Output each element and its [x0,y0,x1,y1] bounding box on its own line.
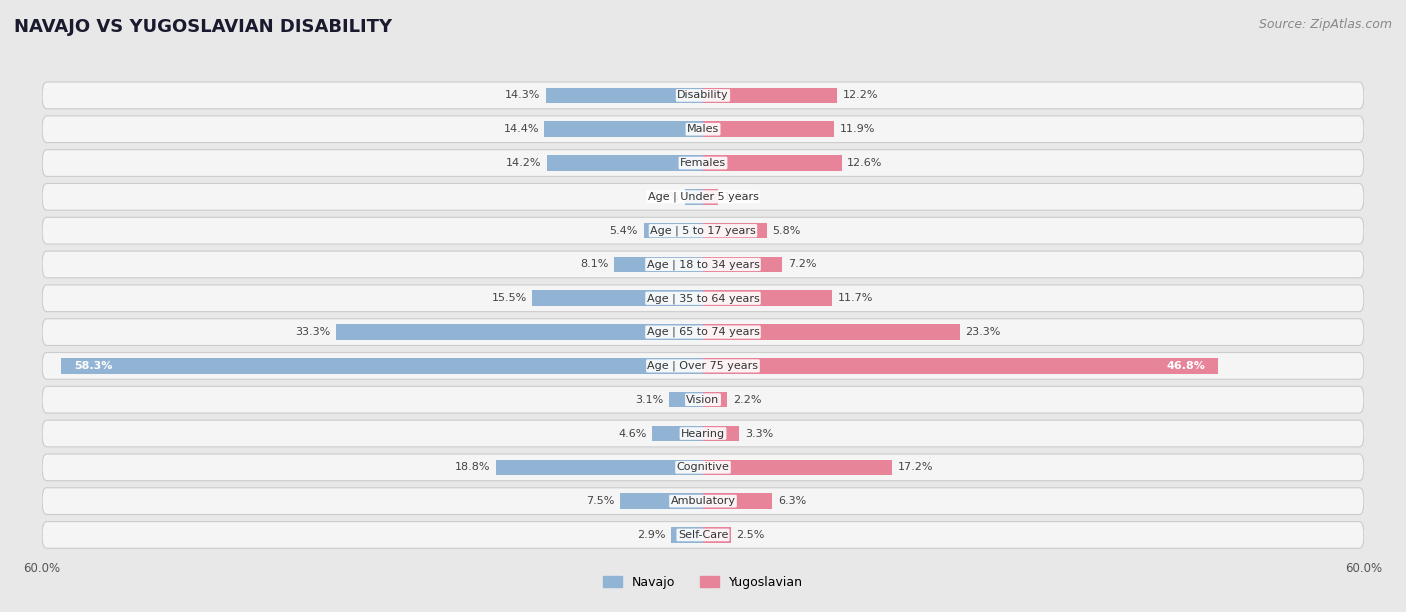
Bar [652,426,703,441]
Text: Source: ZipAtlas.com: Source: ZipAtlas.com [1258,18,1392,31]
Text: Age | 5 to 17 years: Age | 5 to 17 years [650,225,756,236]
FancyBboxPatch shape [42,521,1364,548]
Text: Females: Females [681,158,725,168]
FancyBboxPatch shape [42,420,1364,447]
Text: 11.7%: 11.7% [838,293,873,304]
Text: Age | 65 to 74 years: Age | 65 to 74 years [647,327,759,337]
Text: 46.8%: 46.8% [1167,361,1205,371]
Text: 14.2%: 14.2% [506,158,541,168]
Text: NAVAJO VS YUGOSLAVIAN DISABILITY: NAVAJO VS YUGOSLAVIAN DISABILITY [14,18,392,36]
Text: 12.2%: 12.2% [842,91,879,100]
Text: 8.1%: 8.1% [579,259,609,269]
Text: Age | 18 to 34 years: Age | 18 to 34 years [647,259,759,270]
Bar [703,121,834,137]
Text: 18.8%: 18.8% [456,462,491,472]
Text: 6.3%: 6.3% [778,496,806,506]
Text: 3.3%: 3.3% [745,428,773,439]
FancyBboxPatch shape [42,386,1364,413]
Bar [60,358,703,374]
FancyBboxPatch shape [42,353,1364,379]
Bar [703,527,731,543]
Bar [703,256,782,272]
Bar [496,460,703,475]
Text: Self-Care: Self-Care [678,530,728,540]
Text: Vision: Vision [686,395,720,405]
Text: 17.2%: 17.2% [898,462,934,472]
Bar [685,189,703,204]
FancyBboxPatch shape [42,116,1364,143]
Bar [644,223,703,239]
Bar [703,392,727,408]
Bar [703,324,960,340]
Bar [703,291,832,306]
Text: 2.2%: 2.2% [733,395,761,405]
Text: Males: Males [688,124,718,134]
Text: Cognitive: Cognitive [676,462,730,472]
Text: 7.2%: 7.2% [787,259,817,269]
Text: 2.9%: 2.9% [637,530,665,540]
Text: 14.3%: 14.3% [505,91,540,100]
FancyBboxPatch shape [42,488,1364,515]
Text: 1.6%: 1.6% [651,192,681,202]
Text: Age | Under 5 years: Age | Under 5 years [648,192,758,202]
Bar [620,493,703,509]
Text: 5.4%: 5.4% [610,226,638,236]
Bar [703,493,772,509]
Text: 1.4%: 1.4% [724,192,752,202]
FancyBboxPatch shape [42,319,1364,345]
Bar [336,324,703,340]
Text: 14.4%: 14.4% [503,124,538,134]
Text: Ambulatory: Ambulatory [671,496,735,506]
Bar [703,155,842,171]
Text: 58.3%: 58.3% [75,361,112,371]
Bar [546,88,703,103]
Bar [669,392,703,408]
Text: 2.5%: 2.5% [737,530,765,540]
Legend: Navajo, Yugoslavian: Navajo, Yugoslavian [598,571,808,594]
Bar [671,527,703,543]
Text: 7.5%: 7.5% [586,496,614,506]
Bar [703,460,893,475]
Bar [703,223,766,239]
Text: Age | 35 to 64 years: Age | 35 to 64 years [647,293,759,304]
Text: 33.3%: 33.3% [295,327,330,337]
Bar [614,256,703,272]
FancyBboxPatch shape [42,217,1364,244]
FancyBboxPatch shape [42,251,1364,278]
Text: Hearing: Hearing [681,428,725,439]
Bar [547,155,703,171]
Bar [703,189,718,204]
Bar [703,426,740,441]
Text: 12.6%: 12.6% [848,158,883,168]
Text: 4.6%: 4.6% [619,428,647,439]
FancyBboxPatch shape [42,150,1364,176]
Text: 15.5%: 15.5% [492,293,527,304]
Text: 11.9%: 11.9% [839,124,875,134]
Bar [544,121,703,137]
Text: 5.8%: 5.8% [772,226,801,236]
Text: Age | Over 75 years: Age | Over 75 years [648,360,758,371]
Bar [703,358,1219,374]
FancyBboxPatch shape [42,82,1364,109]
FancyBboxPatch shape [42,184,1364,210]
Text: 3.1%: 3.1% [636,395,664,405]
Bar [533,291,703,306]
Text: 23.3%: 23.3% [965,327,1001,337]
Bar [703,88,838,103]
FancyBboxPatch shape [42,285,1364,312]
Text: Disability: Disability [678,91,728,100]
FancyBboxPatch shape [42,454,1364,480]
